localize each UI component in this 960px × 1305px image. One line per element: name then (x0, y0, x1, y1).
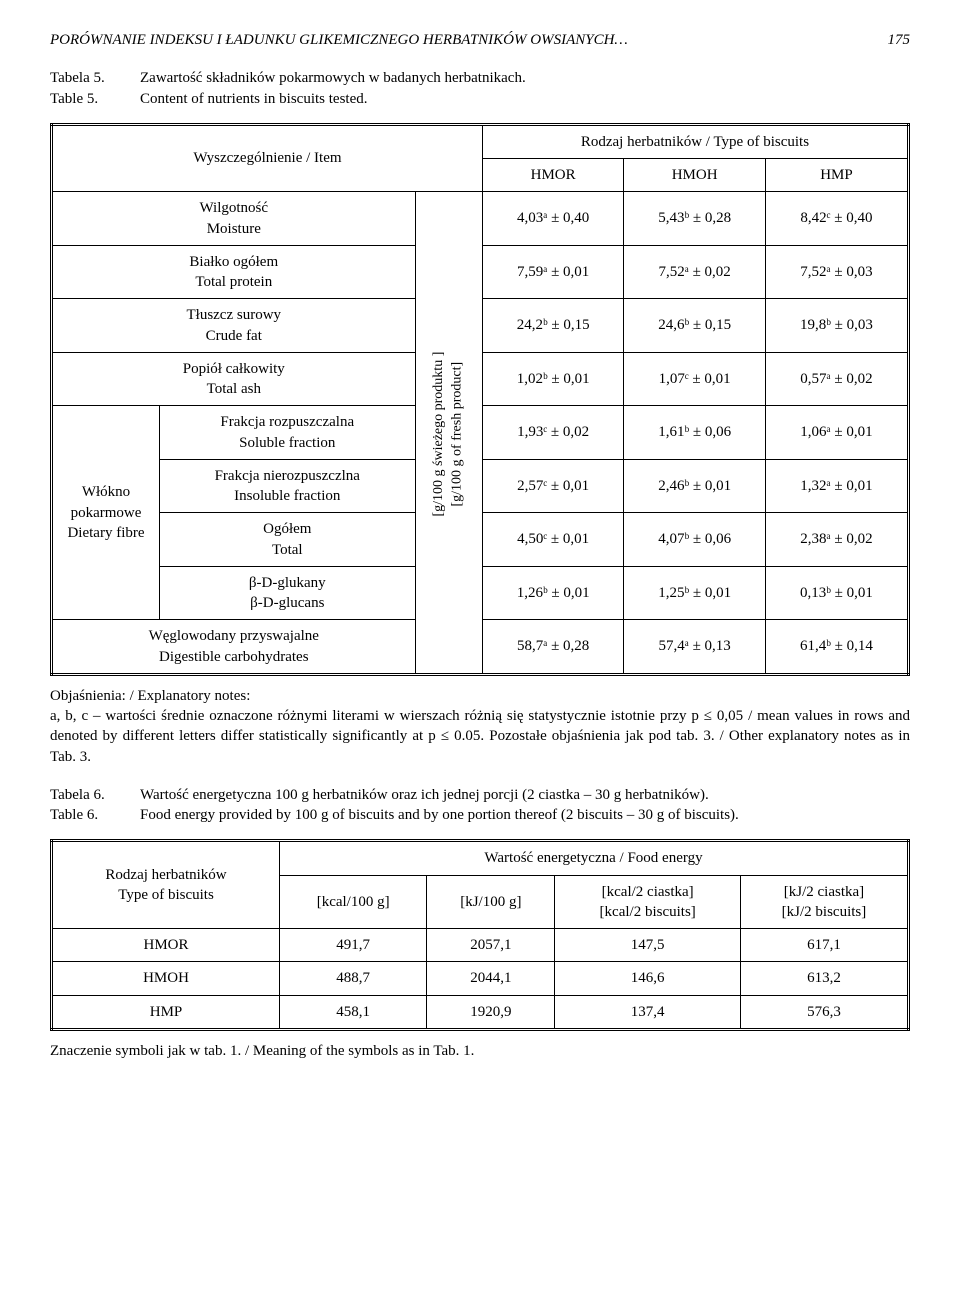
table-row: Wyszczególnienie / Item Rodzaj herbatnik… (52, 124, 909, 158)
row-label: Tłuszcz surowyCrude fat (52, 299, 416, 353)
col-header-type: Rodzaj herbatnikówType of biscuits (52, 841, 280, 929)
cell: 491,7 (280, 929, 427, 962)
cell: 0,13ᵇ ± 0,01 (765, 566, 908, 620)
row-label: β-D-glukanyβ-D-glucans (160, 566, 416, 620)
caption-label: Table 6. (50, 805, 140, 825)
table6-caption: Tabela 6. Wartość energetyczna 100 g her… (50, 785, 910, 826)
cell: 2044,1 (427, 962, 555, 995)
table-row: HMOR 491,7 2057,1 147,5 617,1 (52, 929, 909, 962)
cell: 617,1 (740, 929, 908, 962)
cell: 147,5 (555, 929, 740, 962)
row-label: Frakcja nierozpuszczlnaInsoluble fractio… (160, 459, 416, 513)
table5-caption: Tabela 5. Zawartość składników pokarmowy… (50, 68, 910, 109)
caption-label: Tabela 5. (50, 68, 140, 88)
cell: 1,25ᵇ ± 0,01 (624, 566, 766, 620)
cell: 576,3 (740, 995, 908, 1029)
cell: 1,32ᵃ ± 0,01 (765, 459, 908, 513)
col-header: [kJ/100 g] (427, 875, 555, 929)
cell: 57,4ᵃ ± 0,13 (624, 620, 766, 675)
col-header: HMOR (482, 159, 624, 192)
table5-notes: Objaśnienia: / Explanatory notes:a, b, c… (50, 686, 910, 767)
col-header: HMOH (624, 159, 766, 192)
cell: 2,38ᵃ ± 0,02 (765, 513, 908, 567)
cell: 613,2 (740, 962, 908, 995)
row-label: HMOR (52, 929, 280, 962)
col-header-item: Wyszczególnienie / Item (52, 124, 483, 192)
cell: 146,6 (555, 962, 740, 995)
cell: 1,07ᶜ ± 0,01 (624, 352, 766, 406)
table6-footer: Znaczenie symboli jak w tab. 1. / Meanin… (50, 1041, 910, 1061)
cell: 488,7 (280, 962, 427, 995)
cell: 1,06ᵃ ± 0,01 (765, 406, 908, 460)
cell: 2,46ᵇ ± 0,01 (624, 459, 766, 513)
caption-text: Food energy provided by 100 g of biscuit… (140, 805, 910, 825)
cell: 8,42ᶜ ± 0,40 (765, 192, 908, 246)
table-row: HMP 458,1 1920,9 137,4 576,3 (52, 995, 909, 1029)
cell: 1,61ᵇ ± 0,06 (624, 406, 766, 460)
table6: Rodzaj herbatnikówType of biscuits Warto… (50, 839, 910, 1031)
cell: 1920,9 (427, 995, 555, 1029)
cell: 4,50ᶜ ± 0,01 (482, 513, 624, 567)
cell: 5,43ᵇ ± 0,28 (624, 192, 766, 246)
cell: 19,8ᵇ ± 0,03 (765, 299, 908, 353)
caption-label: Tabela 6. (50, 785, 140, 805)
cell: 7,59ᵃ ± 0,01 (482, 245, 624, 299)
row-label: Popiół całkowityTotal ash (52, 352, 416, 406)
col-header: [kJ/2 ciastka][kJ/2 biscuits] (740, 875, 908, 929)
row-label: WilgotnośćMoisture (52, 192, 416, 246)
col-header: [kcal/2 ciastka][kcal/2 biscuits] (555, 875, 740, 929)
col-header: [kcal/100 g] (280, 875, 427, 929)
cell: 7,52ᵃ ± 0,02 (624, 245, 766, 299)
table-row: HMOH 488,7 2044,1 146,6 613,2 (52, 962, 909, 995)
cell: 2057,1 (427, 929, 555, 962)
cell: 1,26ᵇ ± 0,01 (482, 566, 624, 620)
page-number: 175 (888, 30, 911, 50)
row-label: HMOH (52, 962, 280, 995)
col-header-type: Rodzaj herbatników / Type of biscuits (482, 124, 908, 158)
table5: Wyszczególnienie / Item Rodzaj herbatnik… (50, 123, 910, 676)
cell: 458,1 (280, 995, 427, 1029)
table-row: WilgotnośćMoisture [g/100 g świeżego pro… (52, 192, 909, 246)
running-head-title: PORÓWNANIE INDEKSU I ŁADUNKU GLIKEMICZNE… (50, 30, 628, 50)
cell: 1,93ᶜ ± 0,02 (482, 406, 624, 460)
cell: 24,6ᵇ ± 0,15 (624, 299, 766, 353)
caption-text: Zawartość składników pokarmowych w badan… (140, 68, 910, 88)
row-label: HMP (52, 995, 280, 1029)
col-header: HMP (765, 159, 908, 192)
cell: 1,02ᵇ ± 0,01 (482, 352, 624, 406)
col-header-energy: Wartość energetyczna / Food energy (280, 841, 909, 875)
unit-label: [g/100 g świeżego produktu ] [g/100 g of… (415, 192, 482, 675)
row-group-label: WłóknopokarmoweDietary fibre (52, 406, 160, 620)
row-label: Węglowodany przyswajalneDigestible carbo… (52, 620, 416, 675)
running-head: PORÓWNANIE INDEKSU I ŁADUNKU GLIKEMICZNE… (50, 30, 910, 50)
caption-label: Table 5. (50, 89, 140, 109)
row-label: Frakcja rozpuszczalnaSoluble fraction (160, 406, 416, 460)
caption-text: Content of nutrients in biscuits tested. (140, 89, 910, 109)
cell: 4,07ᵇ ± 0,06 (624, 513, 766, 567)
cell: 24,2ᵇ ± 0,15 (482, 299, 624, 353)
table-row: Rodzaj herbatnikówType of biscuits Warto… (52, 841, 909, 875)
cell: 61,4ᵇ ± 0,14 (765, 620, 908, 675)
cell: 0,57ᵃ ± 0,02 (765, 352, 908, 406)
row-label: Białko ogółemTotal protein (52, 245, 416, 299)
cell: 58,7ᵃ ± 0,28 (482, 620, 624, 675)
caption-text: Wartość energetyczna 100 g herbatników o… (140, 785, 910, 805)
row-label: OgółemTotal (160, 513, 416, 567)
cell: 7,52ᵃ ± 0,03 (765, 245, 908, 299)
cell: 4,03ᵃ ± 0,40 (482, 192, 624, 246)
cell: 2,57ᶜ ± 0,01 (482, 459, 624, 513)
cell: 137,4 (555, 995, 740, 1029)
